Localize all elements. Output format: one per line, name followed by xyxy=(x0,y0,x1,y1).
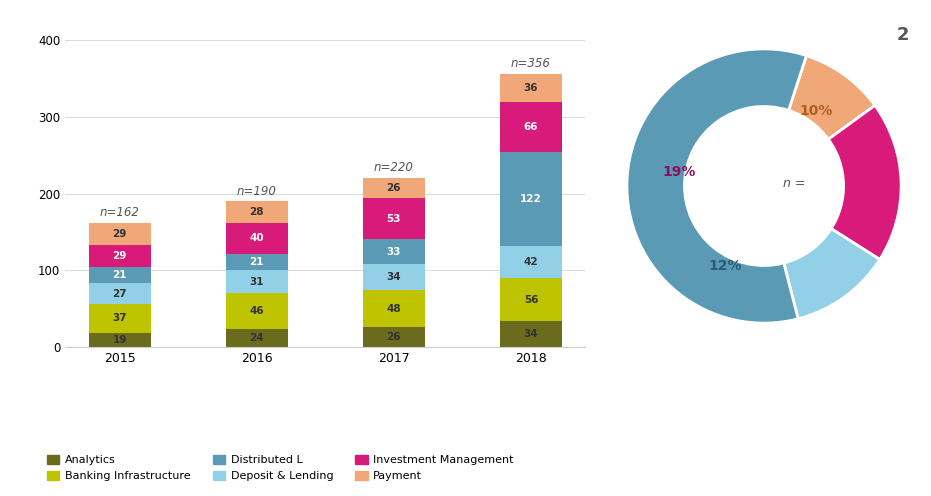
Text: 27: 27 xyxy=(113,289,127,299)
Text: 122: 122 xyxy=(520,194,542,204)
Text: n=162: n=162 xyxy=(100,206,140,219)
Bar xyxy=(226,223,288,253)
Text: 34: 34 xyxy=(386,272,401,282)
Text: 48: 48 xyxy=(386,304,401,314)
Bar xyxy=(226,201,288,223)
Bar xyxy=(363,179,425,198)
Bar xyxy=(88,284,151,304)
Text: 34: 34 xyxy=(523,329,538,339)
Wedge shape xyxy=(784,229,880,319)
Text: 36: 36 xyxy=(524,83,538,93)
Text: n=356: n=356 xyxy=(511,57,551,70)
Wedge shape xyxy=(829,106,901,259)
Text: n =: n = xyxy=(783,177,805,190)
Bar xyxy=(363,239,425,264)
Bar xyxy=(500,74,561,102)
Text: 26: 26 xyxy=(386,184,401,193)
Text: n=220: n=220 xyxy=(374,162,413,175)
Legend: Analytics, Banking Infrastructure, Distributed L, Deposit & Lending, Investment : Analytics, Banking Infrastructure, Distr… xyxy=(43,450,519,486)
Text: 19%: 19% xyxy=(662,165,695,179)
Bar xyxy=(88,267,151,284)
Text: 21: 21 xyxy=(250,256,264,267)
Text: 2: 2 xyxy=(897,26,910,44)
Text: 29: 29 xyxy=(113,251,127,261)
Bar xyxy=(500,321,561,347)
Bar xyxy=(363,290,425,327)
Text: 40: 40 xyxy=(250,233,264,243)
Wedge shape xyxy=(627,49,806,323)
Text: 31: 31 xyxy=(250,277,264,287)
Bar xyxy=(88,304,151,333)
Bar xyxy=(226,253,288,270)
Text: 29: 29 xyxy=(113,229,127,239)
Text: 66: 66 xyxy=(524,122,538,132)
Text: 56: 56 xyxy=(524,295,538,305)
Text: 10%: 10% xyxy=(800,104,833,118)
Wedge shape xyxy=(789,56,875,139)
Bar xyxy=(500,102,561,152)
Text: 12%: 12% xyxy=(708,258,742,272)
Text: n=190: n=190 xyxy=(236,185,277,197)
Bar xyxy=(363,198,425,239)
Bar xyxy=(88,245,151,267)
Bar xyxy=(226,270,288,294)
Text: 28: 28 xyxy=(250,207,264,217)
Bar xyxy=(500,152,561,246)
Bar xyxy=(363,327,425,347)
Text: 21: 21 xyxy=(113,270,127,280)
Bar xyxy=(88,333,151,347)
Text: 33: 33 xyxy=(386,247,401,256)
Text: 24: 24 xyxy=(250,333,264,343)
Bar xyxy=(363,264,425,290)
Text: 46: 46 xyxy=(250,306,264,316)
Text: 37: 37 xyxy=(113,313,127,323)
Bar xyxy=(500,246,561,278)
Text: 42: 42 xyxy=(523,257,538,267)
Text: 26: 26 xyxy=(386,332,401,342)
Bar xyxy=(226,294,288,329)
Text: 19: 19 xyxy=(113,335,127,345)
Bar xyxy=(500,278,561,321)
Bar xyxy=(88,223,151,245)
Bar xyxy=(226,329,288,347)
Text: 53: 53 xyxy=(386,214,401,224)
